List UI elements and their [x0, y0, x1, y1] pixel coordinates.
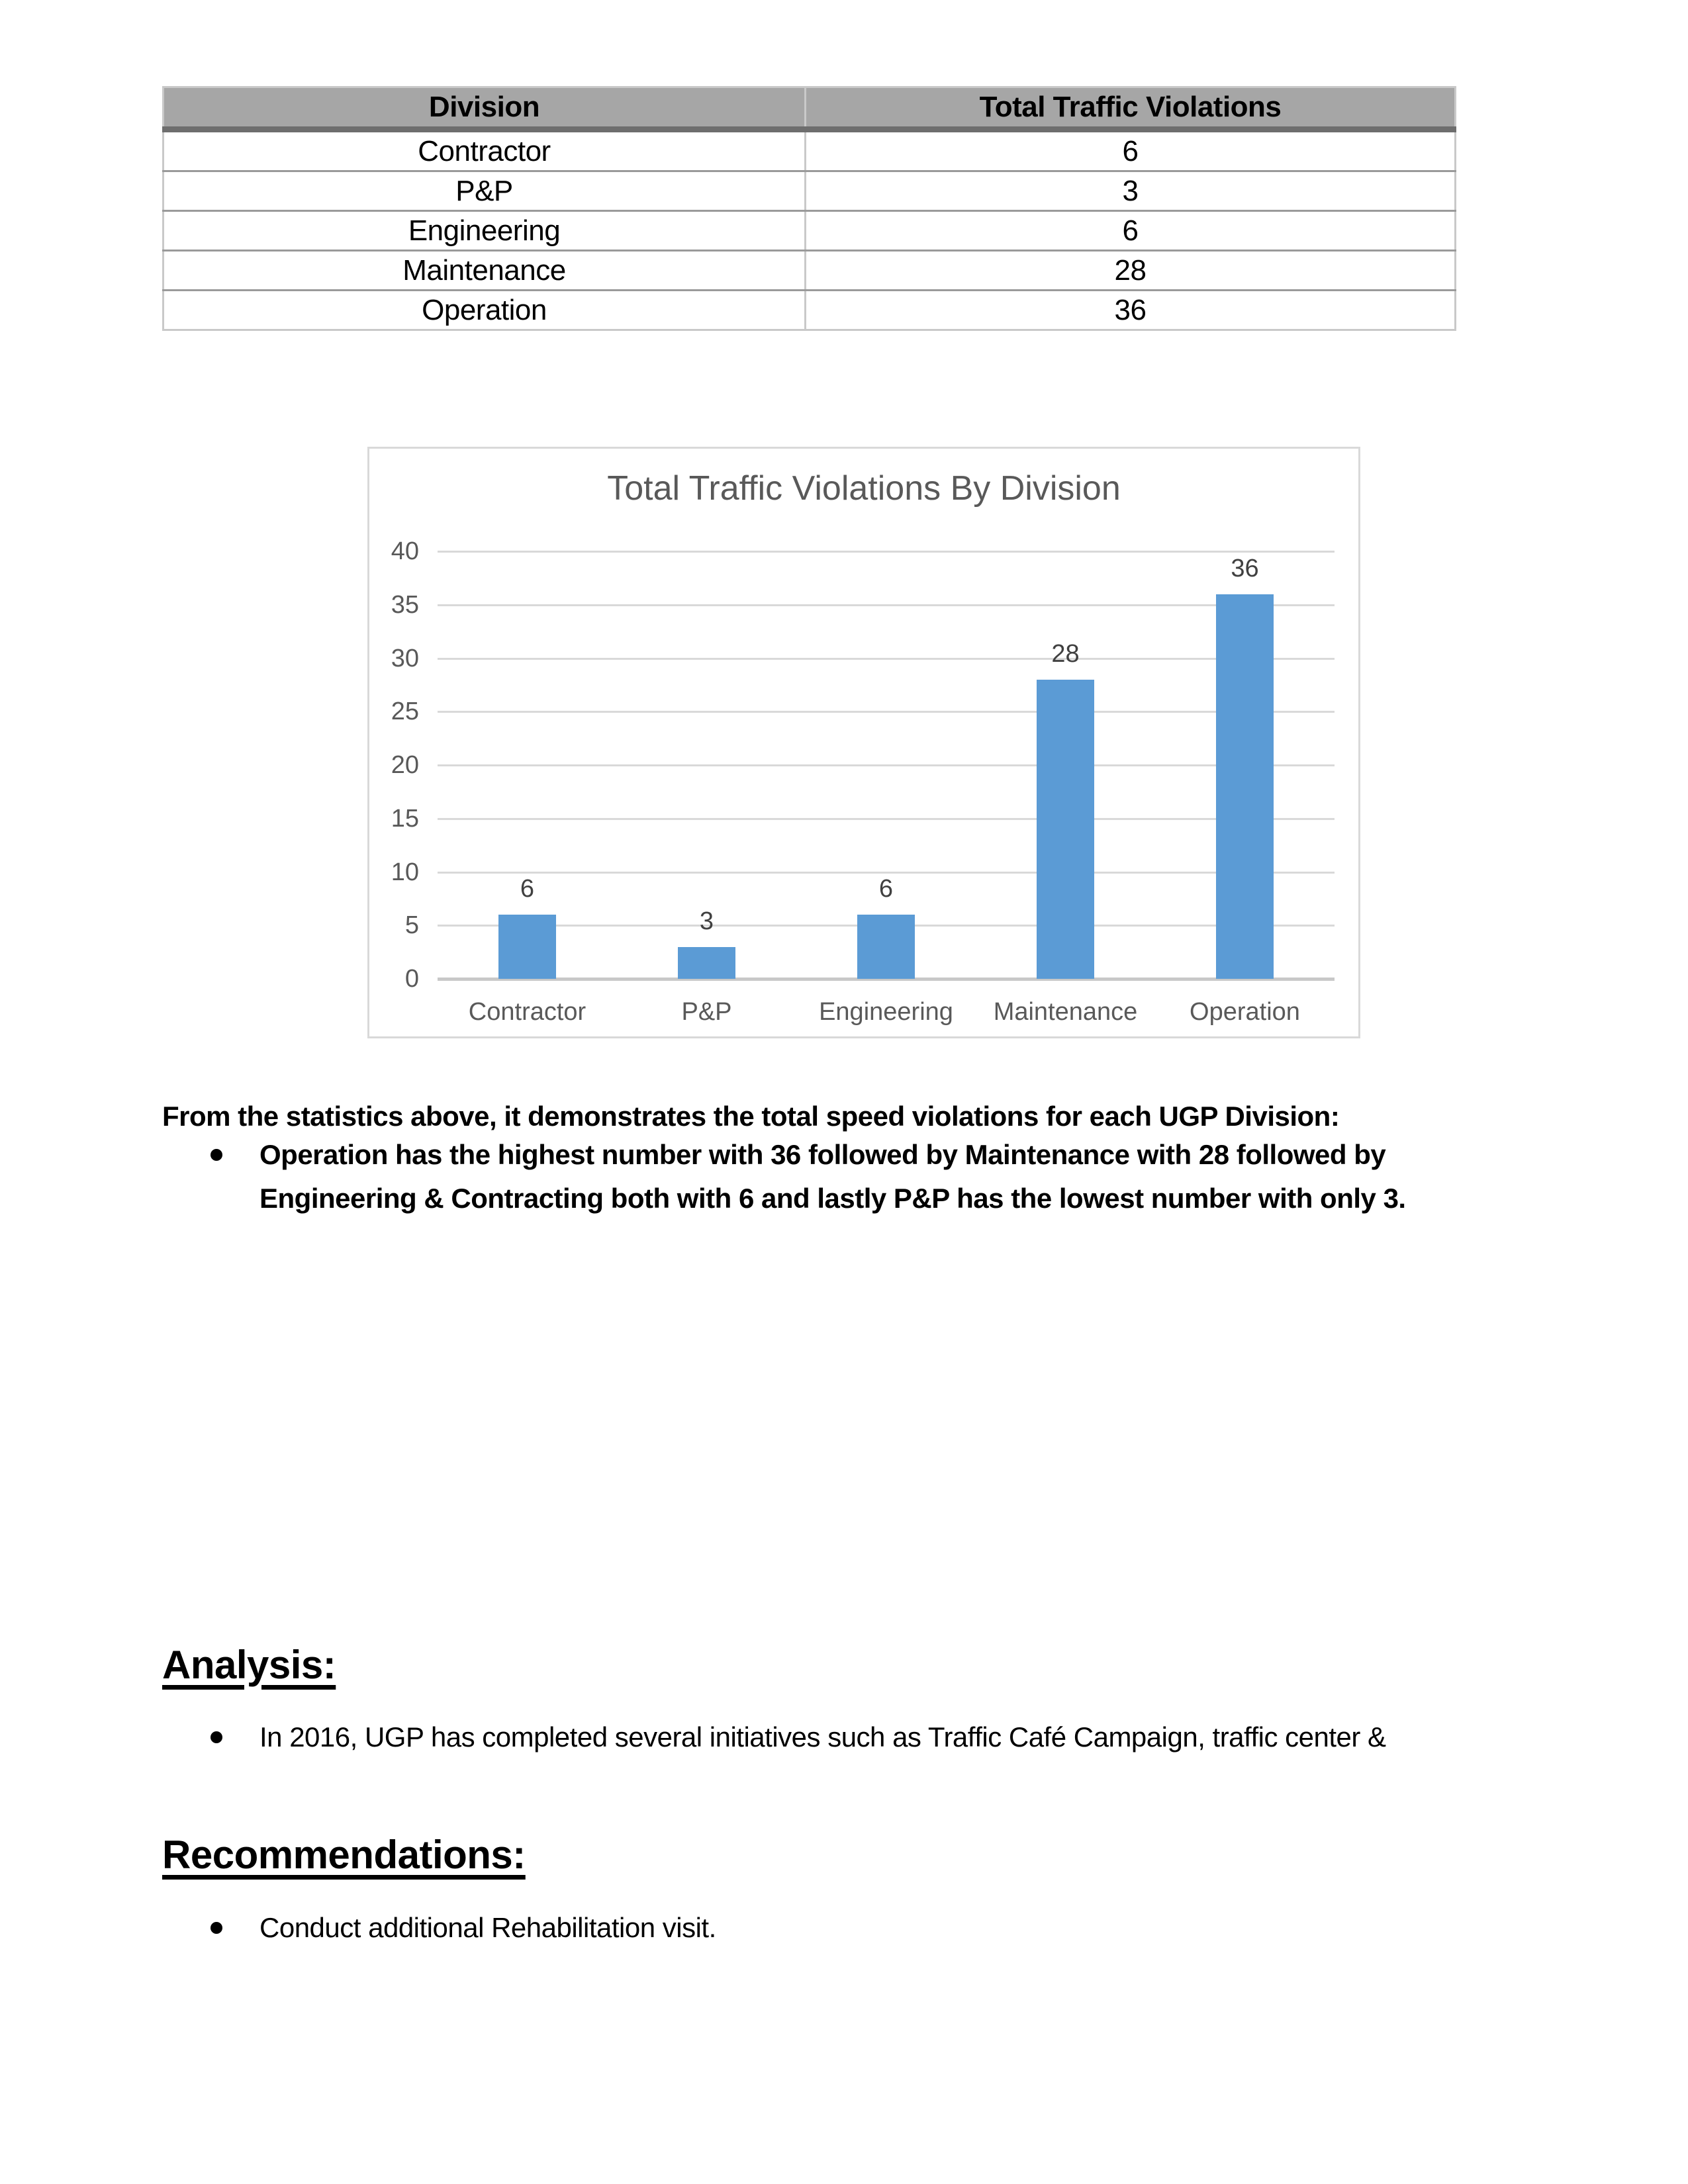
division-cell: Operation [162, 290, 806, 331]
table-header-row: Division Total Traffic Violations [162, 86, 1456, 132]
list-item: Conduct additional Rehabilitation visit. [211, 1906, 716, 1950]
category-label: Engineering [819, 998, 953, 1026]
bullet-icon [211, 1731, 222, 1743]
bar [678, 946, 735, 979]
y-axis-tick-label: 10 [391, 858, 419, 886]
category-label: Operation [1190, 998, 1300, 1026]
intro-paragraph: From the statistics above, it demonstrat… [162, 1101, 1340, 1132]
bullet-text: Conduct additional Rehabilitation visit. [259, 1912, 716, 1943]
bar-value-label: 6 [878, 875, 894, 903]
x-axis-line [438, 978, 1335, 981]
gridline [438, 657, 1335, 660]
bar [857, 915, 915, 979]
violations-cell: 3 [804, 171, 1456, 212]
violations-cell: 6 [804, 210, 1456, 251]
list-item: In 2016, UGP has completed several initi… [211, 1715, 1386, 1759]
y-axis-tick-label: 5 [404, 911, 419, 940]
table-header-division: Division [162, 86, 806, 132]
analysis-heading: Analysis: [162, 1643, 336, 1687]
gridline [438, 711, 1335, 713]
gridline [438, 764, 1335, 766]
y-axis-tick-label: 25 [391, 698, 419, 726]
gridline [438, 604, 1335, 606]
category-label: Contractor [468, 998, 586, 1026]
chart-title: Total Traffic Violations By Division [607, 469, 1121, 508]
table-row: Operation 36 [162, 290, 1456, 331]
bullet-icon [211, 1149, 222, 1161]
bullet-icon [211, 1922, 222, 1934]
recommendations-heading: Recommendations: [162, 1833, 526, 1877]
violations-cell: 28 [804, 250, 1456, 291]
table-row: Engineering 6 [162, 210, 1456, 251]
bar [498, 915, 556, 979]
bullet-text: In 2016, UGP has completed several initi… [259, 1721, 1386, 1752]
y-axis-tick-label: 0 [404, 965, 419, 993]
division-cell: P&P [162, 171, 806, 212]
table-row: P&P 3 [162, 171, 1456, 212]
bar [1216, 594, 1274, 979]
list-item: Operation has the highest number with 36… [211, 1133, 1458, 1220]
table-row: Contractor 6 [162, 129, 1456, 172]
violations-cell: 6 [804, 129, 1456, 172]
table-header-total-violations: Total Traffic Violations [804, 86, 1456, 132]
bar-value-label: 3 [699, 907, 714, 935]
bar-value-label: 28 [1051, 639, 1080, 668]
y-axis-tick-label: 40 [391, 537, 419, 565]
y-axis-tick-label: 20 [391, 751, 419, 779]
bullet-text: Operation has the highest number with 36… [259, 1139, 1406, 1214]
y-axis-tick-label: 35 [391, 590, 419, 619]
gridline [438, 817, 1335, 820]
y-axis-tick-label: 30 [391, 644, 419, 672]
division-cell: Contractor [162, 129, 806, 172]
y-axis-tick-label: 15 [391, 804, 419, 833]
bar-chart: Total Traffic Violations By Division 0 5 1… [367, 447, 1360, 1038]
division-cell: Maintenance [162, 250, 806, 291]
bar [1037, 679, 1094, 979]
category-label: P&P [681, 998, 732, 1026]
table-row: Maintenance 28 [162, 250, 1456, 291]
gridline [438, 871, 1335, 874]
bar-value-label: 36 [1231, 554, 1259, 582]
bar-value-label: 6 [520, 875, 535, 903]
violations-table: Division Total Traffic Violations Contra… [162, 86, 1456, 331]
violations-cell: 36 [804, 290, 1456, 331]
category-label: Maintenance [993, 998, 1138, 1026]
gridline [438, 551, 1335, 553]
division-cell: Engineering [162, 210, 806, 251]
